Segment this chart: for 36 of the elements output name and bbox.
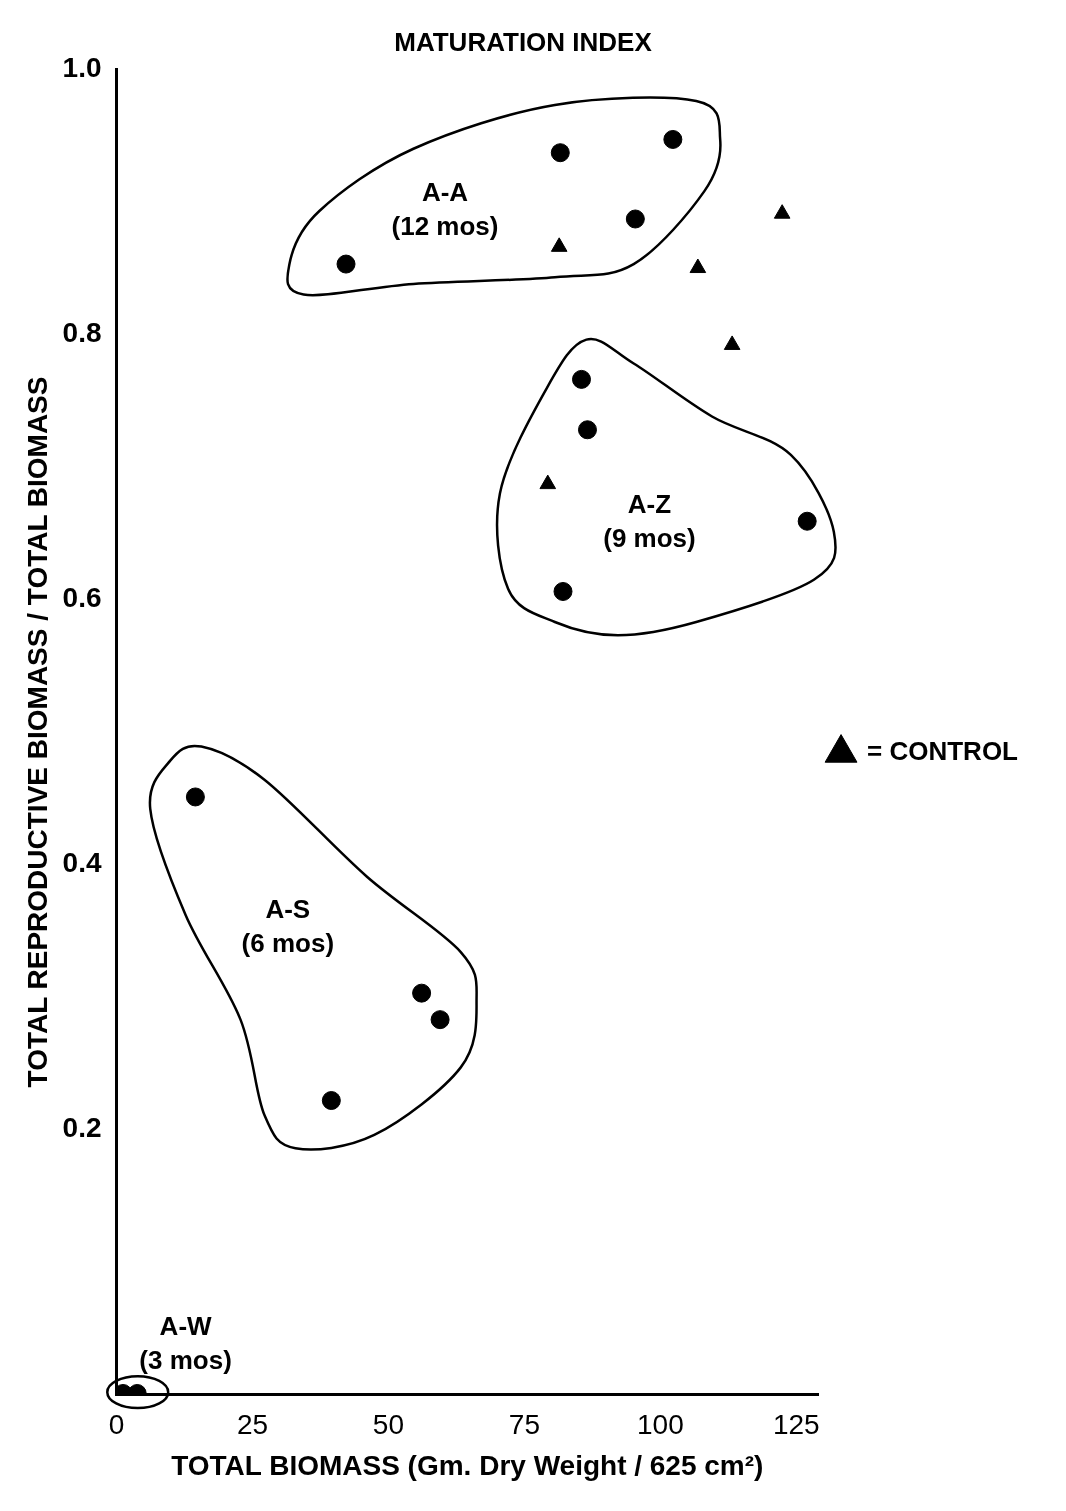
y-tick-label: 1.0 xyxy=(62,51,102,83)
point xyxy=(663,129,683,149)
annotation: A-W (3 mos) xyxy=(139,1310,232,1375)
point xyxy=(797,511,817,531)
y-tick-label: 0.8 xyxy=(62,317,102,349)
point xyxy=(412,983,432,1003)
point xyxy=(571,369,591,389)
x-tick-label: 25 xyxy=(236,1409,269,1441)
point xyxy=(553,581,573,601)
point xyxy=(321,1091,341,1111)
chart-title: MATURATION INDEX xyxy=(394,26,653,57)
annotation: A-S (6 mos) xyxy=(241,894,335,959)
point xyxy=(773,204,791,219)
point xyxy=(625,209,645,229)
x-tick-label: 125 xyxy=(772,1409,820,1441)
point xyxy=(336,254,356,274)
y-tick-label: 0.6 xyxy=(62,582,102,614)
point xyxy=(430,1010,450,1030)
point xyxy=(550,237,568,252)
point xyxy=(185,787,205,807)
x-tick-label: 50 xyxy=(372,1409,405,1441)
y-tick-label: 0.2 xyxy=(62,1112,102,1144)
x-axis-title: TOTAL BIOMASS (Gm. Dry Weight / 625 cm²) xyxy=(171,1449,764,1481)
y-tick-label: 0.4 xyxy=(62,847,102,879)
point xyxy=(550,143,570,163)
x-tick-label: 0 xyxy=(108,1409,125,1441)
x-tick-label: 100 xyxy=(636,1409,684,1441)
point xyxy=(577,420,597,440)
y-axis-title: TOTAL REPRODUCTIVE BIOMASS / TOTAL BIOMASS xyxy=(21,376,53,1088)
point xyxy=(723,335,741,350)
annotation: A-A (12 mos) xyxy=(391,177,499,242)
x-tick-label: 75 xyxy=(508,1409,540,1441)
annotation: A-Z (9 mos) xyxy=(603,488,696,553)
legend-label: = CONTROL xyxy=(867,736,1019,767)
point xyxy=(539,474,557,490)
point xyxy=(689,258,707,274)
